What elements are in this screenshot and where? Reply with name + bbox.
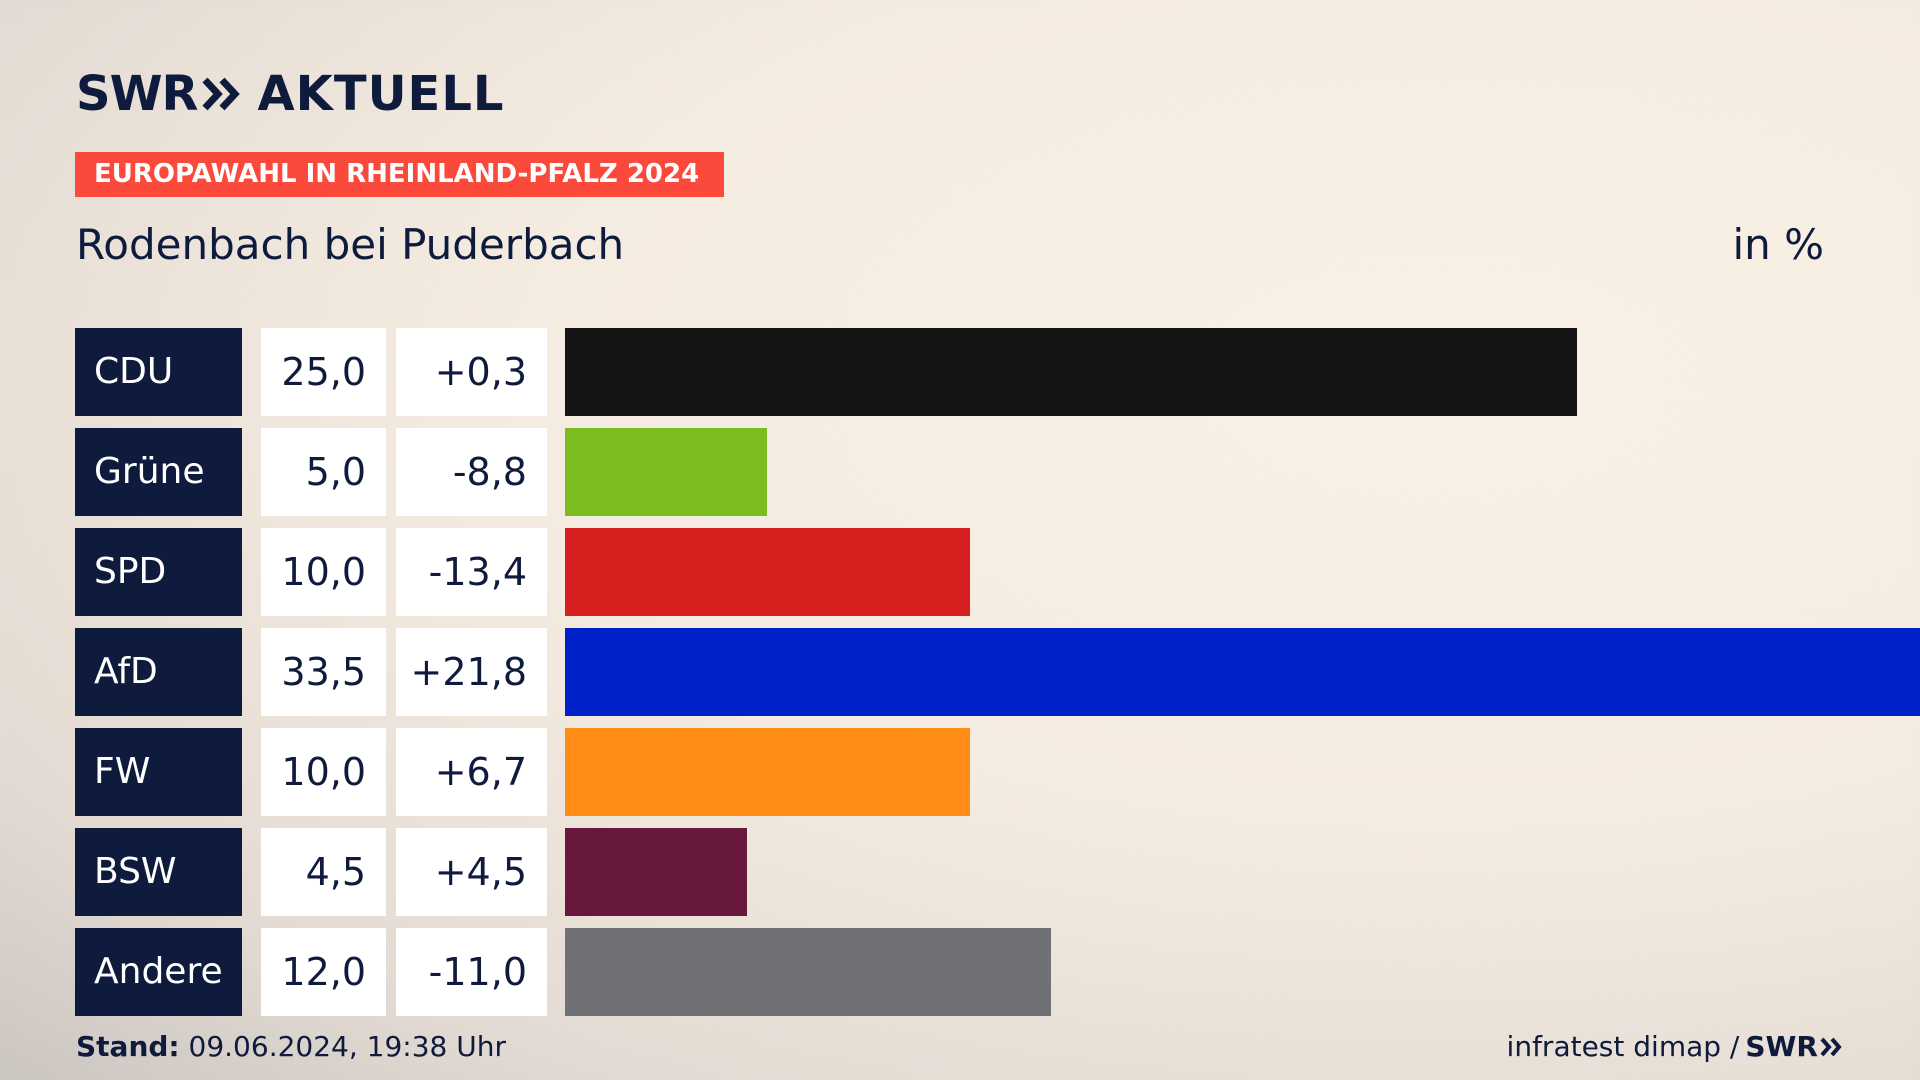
vote-share-bar [565, 428, 767, 516]
vote-share-bar [565, 628, 1920, 716]
logo-swr-text: SWR [76, 66, 198, 122]
footer-swr-logo: SWR [1745, 1030, 1818, 1063]
timestamp: Stand: 09.06.2024, 19:38 Uhr [76, 1030, 506, 1063]
vote-change-label: +21,8 [396, 628, 547, 716]
vote-share-label: 10,0 [261, 528, 386, 616]
vote-share-label: 25,0 [261, 328, 386, 416]
swr-aktuell-logo: SWR AKTUELL [76, 66, 505, 122]
party-label: BSW [75, 828, 242, 916]
double-chevron-icon [1820, 1037, 1842, 1056]
vote-change-label: -13,4 [396, 528, 547, 616]
unit-label: in % [1732, 220, 1824, 269]
party-label: SPD [75, 528, 242, 616]
stand-value: 09.06.2024, 19:38 Uhr [188, 1030, 506, 1063]
double-chevron-icon [202, 77, 241, 111]
source-text: infratest dimap / [1506, 1030, 1740, 1063]
vote-share-bar [565, 528, 970, 616]
vote-share-bar [565, 328, 1577, 416]
party-label: AfD [75, 628, 242, 716]
party-label: Andere [75, 928, 242, 1016]
vote-change-label: -8,8 [396, 428, 547, 516]
vote-change-label: -11,0 [396, 928, 547, 1016]
vote-share-bar [565, 828, 747, 916]
municipality-title: Rodenbach bei Puderbach [76, 220, 625, 269]
election-tag: EUROPAWAHL IN RHEINLAND-PFALZ 2024 [75, 152, 724, 197]
party-label: CDU [75, 328, 242, 416]
vote-change-label: +6,7 [396, 728, 547, 816]
vote-change-label: +0,3 [396, 328, 547, 416]
source-credit: infratest dimap / SWR [1507, 1030, 1844, 1063]
stand-label: Stand: [76, 1030, 180, 1063]
vote-change-label: +4,5 [396, 828, 547, 916]
vote-share-bar [565, 928, 1051, 1016]
party-label: Grüne [75, 428, 242, 516]
vote-share-label: 12,0 [261, 928, 386, 1016]
vote-share-label: 5,0 [261, 428, 386, 516]
vote-share-label: 4,5 [261, 828, 386, 916]
party-label: FW [75, 728, 242, 816]
vote-share-label: 10,0 [261, 728, 386, 816]
logo-aktuell-text: AKTUELL [257, 66, 505, 122]
vote-share-bar [565, 728, 970, 816]
vote-share-label: 33,5 [261, 628, 386, 716]
